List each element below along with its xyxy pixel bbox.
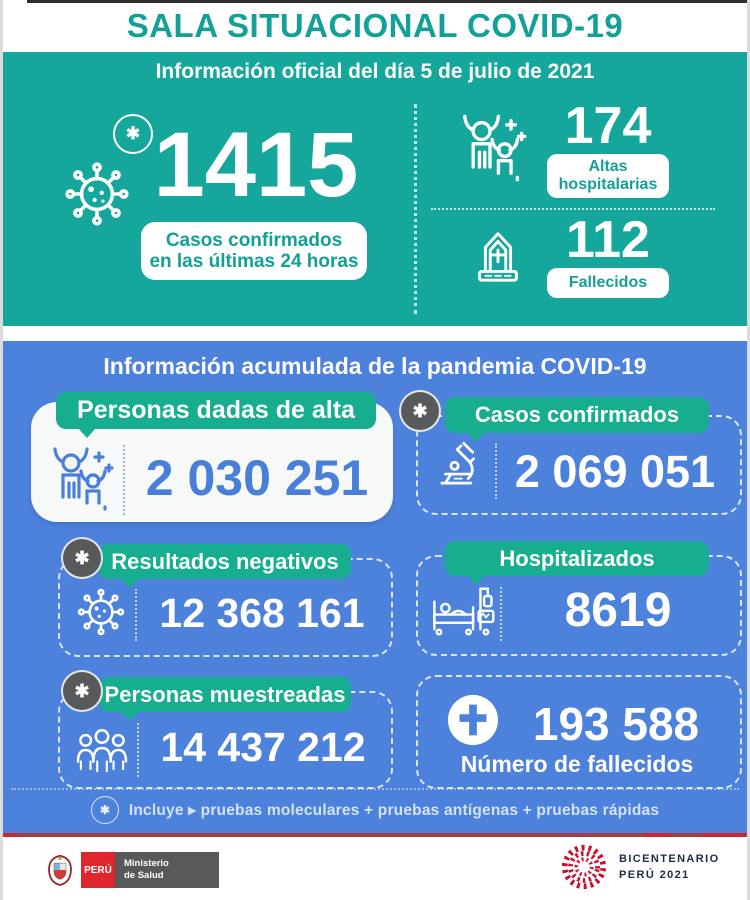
footer: PERÚ Ministerio de Salud BICENTENARIO PE… <box>3 837 747 899</box>
people-group-icon <box>71 725 133 773</box>
confirmed-divider <box>495 443 497 499</box>
daily-discharges-value: 174 <box>564 97 652 155</box>
hospital-bed-icon <box>427 579 497 639</box>
sampled-value: 14 437 212 <box>160 724 366 770</box>
ministry-logo: PERÚ Ministerio de Salud <box>45 852 219 888</box>
footnote-asterisk-icon: ✱ <box>90 796 119 824</box>
daily-deaths-label: Fallecidos <box>547 268 669 298</box>
confirmed-value: 2 069 051 <box>514 446 716 497</box>
top-border-strip <box>27 0 747 3</box>
recovered-label: Personas dadas de alta <box>77 396 355 424</box>
hospitalized-value: 8619 <box>564 584 672 637</box>
negatives-label-pill: Resultados negativos <box>99 544 351 588</box>
bicentennial-line2: PERÚ 2021 <box>619 869 690 881</box>
asterisk-icon: ✱ <box>125 124 141 143</box>
horizontal-divider <box>431 208 715 210</box>
confirmed-label-pill: Casos confirmados <box>445 397 709 442</box>
recovered-label-pill: Personas dadas de alta <box>56 392 376 438</box>
ministry-name-line1: Ministerio <box>124 858 169 870</box>
negatives-divider <box>135 589 137 641</box>
cross-icon <box>446 693 500 747</box>
daily-discharges-label-line1: Altas <box>588 158 628 176</box>
sampled-asterisk-icon: ✱ <box>61 670 103 712</box>
cumulative-deaths-card <box>416 675 742 789</box>
cumulative-deaths-value: 193 588 <box>532 698 700 750</box>
bicentennial-spiral-icon <box>559 842 609 892</box>
footnote: ✱ Incluye ▸ pruebas moleculares + prueba… <box>3 796 747 824</box>
cumulative-deaths-label: Número de fallecidos <box>460 751 694 777</box>
negatives-value: 12 368 161 <box>159 590 365 636</box>
daily-discharges-label-line2: hospitalarias <box>558 176 658 193</box>
negatives-asterisk-icon: ✱ <box>61 537 103 579</box>
daily-confirmed-label-line1: Casos confirmados <box>165 229 343 251</box>
bicentennial-logo: BICENTENARIO PERÚ 2021 <box>559 842 720 892</box>
ministry-name-line2: de Salud <box>124 870 164 881</box>
daily-confirmed-label-line2: en las últimas 24 horas <box>149 251 359 272</box>
report-date-subtitle: Información oficial del día 5 de julio d… <box>155 60 595 83</box>
daily-discharges-label: Altas hospitalarias <box>547 154 669 198</box>
microscope-icon <box>431 436 489 494</box>
daily-confirmed-value: 1415 <box>153 114 359 216</box>
confirmed-label: Casos confirmados <box>474 402 680 427</box>
daily-deaths-value: 112 <box>566 211 650 269</box>
recovered-value: 2 030 251 <box>145 450 369 506</box>
virus-icon <box>59 156 135 232</box>
hospitalized-label: Hospitalizados <box>499 545 655 571</box>
footnote-separator <box>11 788 739 790</box>
negatives-label: Resultados negativos <box>111 548 339 574</box>
bicentennial-line1: BICENTENARIO <box>619 852 720 865</box>
bicentennial-text: BICENTENARIO PERÚ 2021 <box>619 851 720 884</box>
ministry-name: Ministerio de Salud <box>115 852 219 888</box>
hospitalized-divider <box>500 587 502 641</box>
page-title: SALA SITUACIONAL COVID-19 <box>126 7 624 44</box>
celebrating-people-icon-blue <box>41 440 117 518</box>
virus-icon-small <box>73 584 129 640</box>
section-gap <box>3 326 747 341</box>
celebrating-people-icon <box>450 106 530 190</box>
recovered-divider <box>123 445 125 515</box>
header: SALA SITUACIONAL COVID-19 <box>3 0 747 52</box>
hospitalized-label-pill: Hospitalizados <box>445 541 709 585</box>
cumulative-section: Información acumulada de la pandemia COV… <box>3 341 747 833</box>
subtitle-bar: Información oficial del día 5 de julio d… <box>3 52 747 92</box>
sampled-label-pill: Personas muestreadas <box>99 677 351 721</box>
cumulative-title: Información acumulada de la pandemia COV… <box>103 353 647 379</box>
peru-coat-of-arms-icon <box>45 853 75 887</box>
sampled-divider <box>137 723 139 777</box>
red-divider-line <box>3 833 747 837</box>
footnote-text: Incluye ▸ pruebas moleculares + pruebas … <box>128 801 660 819</box>
peru-wordmark: PERÚ <box>81 852 115 888</box>
asterisk-badge: ✱ <box>113 114 153 154</box>
daily-stats-section: ✱ 1415 Casos confirmados en las últimas … <box>3 92 747 326</box>
daily-deaths-label-text: Fallecidos <box>568 274 648 292</box>
vertical-divider <box>414 104 417 314</box>
daily-confirmed-label: Casos confirmados en las últimas 24 hora… <box>141 222 367 280</box>
sampled-label: Personas muestreadas <box>104 681 346 707</box>
confirmed-asterisk-icon: ✱ <box>399 390 441 432</box>
tombstone-icon <box>467 220 529 288</box>
